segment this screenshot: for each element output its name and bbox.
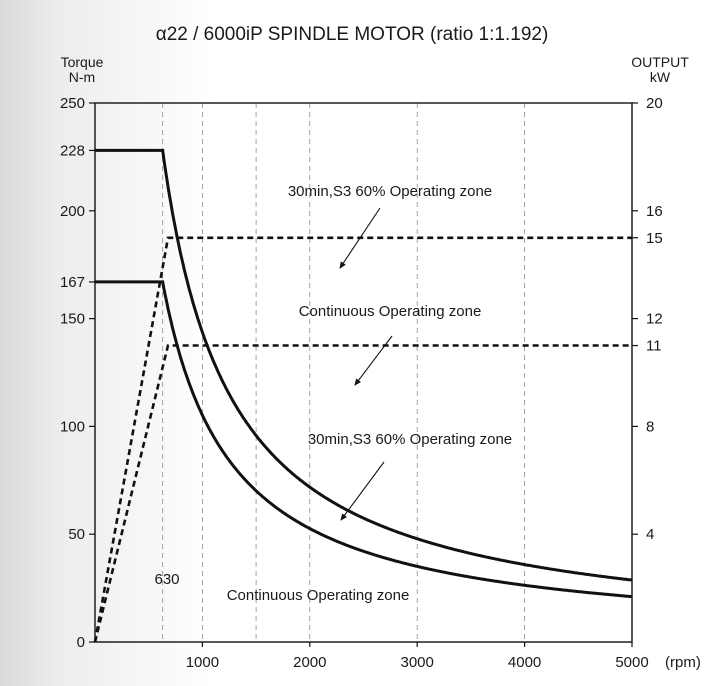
chart-title: α22 / 6000iP SPINDLE MOTOR (ratio 1:1.19…: [156, 24, 549, 45]
x-tick-label: 2000: [293, 654, 326, 671]
plot-frame: [94, 102, 633, 643]
left-tick-label: 250: [60, 95, 85, 112]
left-tick-label: 150: [60, 311, 85, 328]
series-line-torque-1: [95, 280, 633, 599]
left-tick-label: 167: [60, 274, 85, 291]
annotation-continuous-upper: Continuous Operating zone: [299, 303, 482, 386]
left-tick-label: 228: [60, 142, 85, 159]
annotation-continuous-lower-text: Continuous Operating zone: [227, 587, 410, 604]
annotation-s3-upper-text: 30min,S3 60% Operating zone: [288, 183, 492, 200]
x-tick-label: 5000: [615, 654, 648, 671]
x-tick-label: 4000: [508, 654, 541, 671]
left-tick-label: 50: [68, 526, 85, 543]
series-line-output-2: [93, 236, 632, 643]
series-line-output-3: [93, 344, 632, 643]
base-speed-label: 630: [154, 571, 179, 588]
x-unit-label: (rpm): [665, 654, 701, 671]
annotation-s3-upper-arrow: [339, 207, 381, 269]
left-axis-title-line2: N-m: [69, 69, 95, 85]
left-tick-label: 0: [77, 634, 85, 651]
annotation-continuous-upper-arrow: [354, 335, 393, 386]
annotation-s3-lower: 30min,S3 60% Operating zone: [308, 431, 512, 521]
annotation-s3-lower-text: 30min,S3 60% Operating zone: [308, 431, 512, 448]
annotation-s3-lower-arrow: [340, 461, 385, 521]
right-tick-label: 12: [646, 311, 663, 328]
series-line-torque-0: [95, 148, 633, 582]
x-tick-label: 3000: [401, 654, 434, 671]
left-axis-title-line1: Torque: [61, 54, 104, 70]
right-axis-title-line2: kW: [650, 69, 671, 85]
right-tick-label: 20: [646, 95, 663, 112]
right-tick-label: 4: [646, 526, 654, 543]
x-tick-label: 1000: [186, 654, 219, 671]
annotation-continuous-upper-text: Continuous Operating zone: [299, 303, 482, 320]
right-tick-label: 15: [646, 230, 663, 247]
left-tick-label: 100: [60, 418, 85, 435]
right-axis-title-line1: OUTPUT: [631, 54, 689, 70]
annotation-s3-upper: 30min,S3 60% Operating zone: [288, 183, 492, 269]
right-tick-label: 11: [646, 338, 662, 355]
left-tick-label: 200: [60, 203, 85, 220]
right-tick-label: 16: [646, 203, 663, 220]
series-group: [93, 148, 633, 643]
ticks-group: 0 50 100 150 167 200 228 250 4 8 11 12 15 16 20 1000 200…: [60, 95, 663, 671]
right-tick-label: 8: [646, 418, 654, 435]
